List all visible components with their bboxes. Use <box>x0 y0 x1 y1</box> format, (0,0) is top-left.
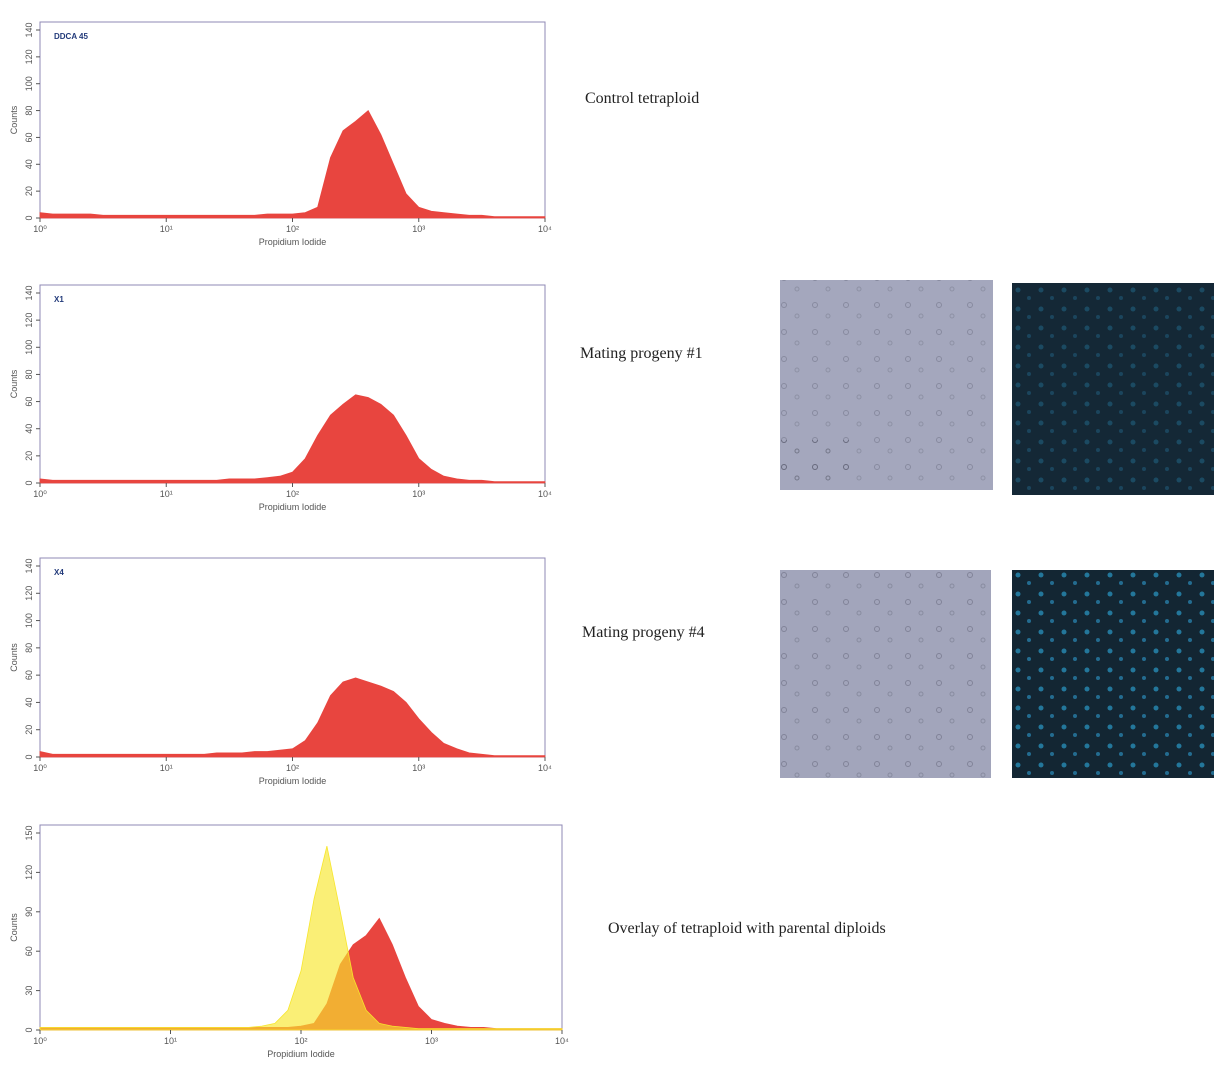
y-tick-label: 40 <box>24 697 34 707</box>
y-tick-label: 150 <box>24 825 34 840</box>
y-tick-label: 80 <box>24 106 34 116</box>
x-tick-label: 10¹ <box>160 489 173 499</box>
caption: Mating progeny #4 <box>582 624 705 641</box>
y-axis-label: Counts <box>9 369 19 398</box>
histogram-area <box>39 677 546 758</box>
y-tick-label: 60 <box>24 670 34 680</box>
y-axis-label: Counts <box>9 643 19 672</box>
y-axis-label: Counts <box>9 105 19 134</box>
plot-frame <box>39 21 546 219</box>
x-tick-label: 10⁴ <box>555 1036 569 1046</box>
stained-cells <box>1012 283 1214 495</box>
y-tick-label: 60 <box>24 946 34 956</box>
y-tick-label: 100 <box>24 76 34 91</box>
x-tick-label: 10⁴ <box>538 763 552 773</box>
x-tick-label: 10¹ <box>160 763 173 773</box>
plot-frame <box>39 557 546 758</box>
stained-cells <box>1012 570 1214 778</box>
y-tick-label: 40 <box>24 159 34 169</box>
y-tick-label: 140 <box>24 558 34 573</box>
y-tick-label: 20 <box>24 186 34 196</box>
y-tick-label: 0 <box>24 754 34 759</box>
x-tick-label: 10³ <box>425 1036 438 1046</box>
x-tick-label: 10⁰ <box>33 224 47 234</box>
y-tick-label: 80 <box>24 643 34 653</box>
cell-outlines <box>780 570 991 778</box>
y-axis-label: Counts <box>9 913 19 942</box>
y-tick-label: 30 <box>24 986 34 996</box>
micrographs <box>780 280 1214 778</box>
x-tick-label: 10⁴ <box>538 489 552 499</box>
x-tick-label: 10⁰ <box>33 1036 47 1046</box>
x-tick-label: 10⁰ <box>33 763 47 773</box>
x-tick-label: 10² <box>286 224 299 234</box>
x-axis-label: Propidium Iodide <box>259 237 327 247</box>
y-tick-label: 20 <box>24 725 34 735</box>
x-tick-label: 10³ <box>412 489 425 499</box>
x-tick-label: 10¹ <box>160 224 173 234</box>
y-tick-label: 140 <box>24 285 34 300</box>
y-tick-label: 90 <box>24 907 34 917</box>
x-axis-label: Propidium Iodide <box>259 776 327 786</box>
y-tick-label: 40 <box>24 424 34 434</box>
caption: Control tetraploid <box>585 90 699 107</box>
y-tick-label: 80 <box>24 369 34 379</box>
x-tick-label: 10⁰ <box>33 489 47 499</box>
y-tick-label: 60 <box>24 132 34 142</box>
x-tick-label: 10³ <box>412 224 425 234</box>
x-tick-label: 10⁴ <box>538 224 552 234</box>
x-tick-label: 10³ <box>412 763 425 773</box>
y-tick-label: 120 <box>24 865 34 880</box>
chart-title: DDCA 45 <box>54 32 88 41</box>
y-tick-label: 0 <box>24 215 34 220</box>
y-tick-label: 120 <box>24 586 34 601</box>
chart-title: X1 <box>54 295 64 304</box>
y-tick-label: 100 <box>24 613 34 628</box>
plot-frame <box>39 284 546 484</box>
y-tick-label: 140 <box>24 22 34 37</box>
x-tick-label: 10² <box>286 489 299 499</box>
y-tick-label: 0 <box>24 1027 34 1032</box>
histogram-area <box>39 846 563 1031</box>
y-tick-label: 60 <box>24 397 34 407</box>
chart-title: X4 <box>54 568 64 577</box>
caption: Overlay of tetraploid with parental dipl… <box>608 920 886 937</box>
caption: Mating progeny #1 <box>580 345 703 362</box>
y-tick-label: 120 <box>24 313 34 328</box>
x-tick-label: 10¹ <box>164 1036 177 1046</box>
histogram-area <box>39 394 546 484</box>
y-tick-label: 100 <box>24 340 34 355</box>
histogram-area <box>39 109 546 219</box>
cell-cluster <box>780 440 850 490</box>
x-axis-label: Propidium Iodide <box>267 1049 335 1059</box>
y-tick-label: 0 <box>24 480 34 485</box>
x-tick-label: 10² <box>294 1036 307 1046</box>
x-axis-label: Propidium Iodide <box>259 502 327 512</box>
y-tick-label: 120 <box>24 49 34 64</box>
y-tick-label: 20 <box>24 451 34 461</box>
x-tick-label: 10² <box>286 763 299 773</box>
